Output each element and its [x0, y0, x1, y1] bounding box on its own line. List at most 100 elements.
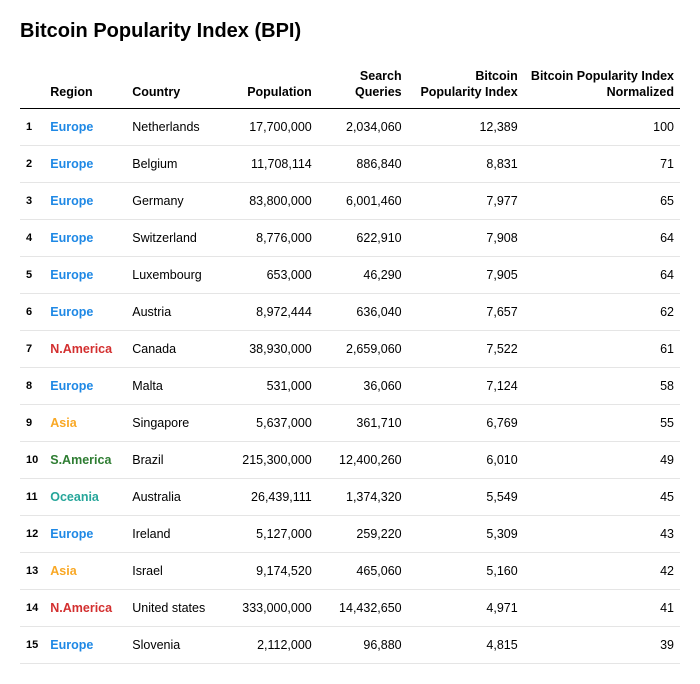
bpi-norm-cell: 64: [524, 257, 680, 294]
population-cell: 38,930,000: [236, 331, 318, 368]
table-row: 13AsiaIsrael9,174,520465,0605,16042: [20, 553, 680, 590]
bpi-cell: 7,905: [408, 257, 524, 294]
country-cell: Singapore: [126, 405, 236, 442]
population-cell: 26,439,111: [236, 479, 318, 516]
bpi-norm-cell: 58: [524, 368, 680, 405]
region-cell: Oceania: [44, 479, 126, 516]
region-cell: Asia: [44, 405, 126, 442]
table-row: 14N.AmericaUnited states333,000,00014,43…: [20, 590, 680, 627]
rank-cell: 14: [20, 590, 44, 627]
region-cell: N.America: [44, 331, 126, 368]
bpi-norm-cell: 55: [524, 405, 680, 442]
region-cell: Europe: [44, 516, 126, 553]
table-row: 2EuropeBelgium11,708,114886,8408,83171: [20, 146, 680, 183]
country-cell: Slovenia: [126, 627, 236, 664]
queries-cell: 636,040: [318, 294, 408, 331]
bpi-norm-cell: 49: [524, 442, 680, 479]
rank-cell: 9: [20, 405, 44, 442]
bpi-cell: 5,160: [408, 553, 524, 590]
population-cell: 9,174,520: [236, 553, 318, 590]
bpi-norm-cell: 45: [524, 479, 680, 516]
population-cell: 83,800,000: [236, 183, 318, 220]
rank-cell: 15: [20, 627, 44, 664]
table-row: 4EuropeSwitzerland8,776,000622,9107,9086…: [20, 220, 680, 257]
population-cell: 8,972,444: [236, 294, 318, 331]
rank-cell: 3: [20, 183, 44, 220]
rank-cell: 2: [20, 146, 44, 183]
bpi-cell: 12,389: [408, 109, 524, 146]
region-cell: Europe: [44, 257, 126, 294]
col-queries: Search Queries: [318, 63, 408, 109]
region-cell: Europe: [44, 368, 126, 405]
table-row: 1EuropeNetherlands17,700,0002,034,06012,…: [20, 109, 680, 146]
page-title: Bitcoin Popularity Index (BPI): [20, 20, 680, 43]
bpi-norm-cell: 65: [524, 183, 680, 220]
rank-cell: 12: [20, 516, 44, 553]
rank-cell: 11: [20, 479, 44, 516]
col-population: Population: [236, 63, 318, 109]
country-cell: Luxembourg: [126, 257, 236, 294]
queries-cell: 2,659,060: [318, 331, 408, 368]
queries-cell: 465,060: [318, 553, 408, 590]
rank-cell: 5: [20, 257, 44, 294]
region-cell: Europe: [44, 294, 126, 331]
country-cell: Belgium: [126, 146, 236, 183]
col-bpi-norm: Bitcoin Popularity Index Normalized: [524, 63, 680, 109]
bpi-cell: 7,977: [408, 183, 524, 220]
country-cell: Canada: [126, 331, 236, 368]
bpi-norm-cell: 39: [524, 627, 680, 664]
queries-cell: 36,060: [318, 368, 408, 405]
region-cell: Europe: [44, 109, 126, 146]
table-row: 5EuropeLuxembourg653,00046,2907,90564: [20, 257, 680, 294]
bpi-table: Region Country Population Search Queries…: [20, 63, 680, 664]
queries-cell: 12,400,260: [318, 442, 408, 479]
population-cell: 333,000,000: [236, 590, 318, 627]
bpi-cell: 4,815: [408, 627, 524, 664]
region-cell: Europe: [44, 146, 126, 183]
rank-cell: 7: [20, 331, 44, 368]
header-row: Region Country Population Search Queries…: [20, 63, 680, 109]
country-cell: Ireland: [126, 516, 236, 553]
queries-cell: 361,710: [318, 405, 408, 442]
table-row: 7N.AmericaCanada38,930,0002,659,0607,522…: [20, 331, 680, 368]
population-cell: 653,000: [236, 257, 318, 294]
rank-cell: 13: [20, 553, 44, 590]
bpi-cell: 5,309: [408, 516, 524, 553]
population-cell: 531,000: [236, 368, 318, 405]
bpi-cell: 6,010: [408, 442, 524, 479]
bpi-cell: 4,971: [408, 590, 524, 627]
population-cell: 17,700,000: [236, 109, 318, 146]
bpi-norm-cell: 41: [524, 590, 680, 627]
queries-cell: 46,290: [318, 257, 408, 294]
table-row: 15EuropeSlovenia2,112,00096,8804,81539: [20, 627, 680, 664]
col-country: Country: [126, 63, 236, 109]
population-cell: 5,637,000: [236, 405, 318, 442]
col-rank: [20, 63, 44, 109]
table-row: 6EuropeAustria8,972,444636,0407,65762: [20, 294, 680, 331]
col-bpi: Bitcoin Popularity Index: [408, 63, 524, 109]
region-cell: S.America: [44, 442, 126, 479]
region-cell: Europe: [44, 183, 126, 220]
country-cell: Brazil: [126, 442, 236, 479]
population-cell: 11,708,114: [236, 146, 318, 183]
bpi-norm-cell: 71: [524, 146, 680, 183]
country-cell: United states: [126, 590, 236, 627]
population-cell: 8,776,000: [236, 220, 318, 257]
table-row: 9AsiaSingapore5,637,000361,7106,76955: [20, 405, 680, 442]
queries-cell: 14,432,650: [318, 590, 408, 627]
bpi-norm-cell: 62: [524, 294, 680, 331]
rank-cell: 1: [20, 109, 44, 146]
table-row: 3EuropeGermany83,800,0006,001,4607,97765: [20, 183, 680, 220]
table-row: 12EuropeIreland5,127,000259,2205,30943: [20, 516, 680, 553]
queries-cell: 886,840: [318, 146, 408, 183]
country-cell: Germany: [126, 183, 236, 220]
queries-cell: 622,910: [318, 220, 408, 257]
col-region: Region: [44, 63, 126, 109]
bpi-cell: 7,908: [408, 220, 524, 257]
bpi-cell: 7,124: [408, 368, 524, 405]
bpi-norm-cell: 100: [524, 109, 680, 146]
rank-cell: 8: [20, 368, 44, 405]
country-cell: Austria: [126, 294, 236, 331]
bpi-cell: 8,831: [408, 146, 524, 183]
country-cell: Switzerland: [126, 220, 236, 257]
